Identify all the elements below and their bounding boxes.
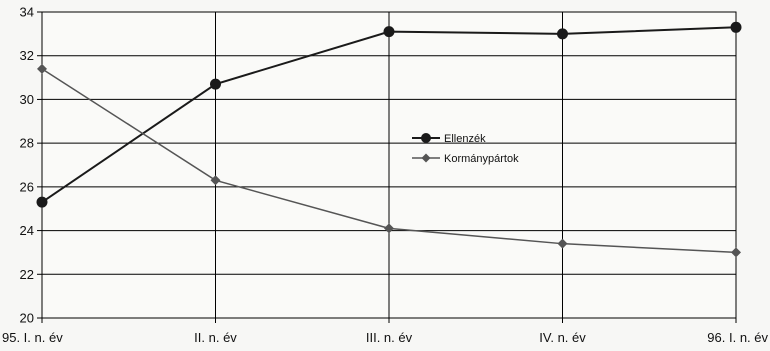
data-point <box>36 196 48 208</box>
data-point <box>384 223 394 234</box>
data-point <box>210 78 221 90</box>
x-axis-ticks: 95. I. n. év II. n. év III. n. év IV. n. év… <box>2 318 768 345</box>
data-point <box>210 175 221 186</box>
series-group <box>36 21 742 258</box>
y-tick-label: 30 <box>20 92 34 107</box>
gridlines <box>42 12 736 318</box>
data-point <box>557 28 568 40</box>
data-point <box>730 21 742 33</box>
x-tick-label: 96. I. n. év <box>707 330 768 345</box>
legend-label: Ellenzék <box>444 133 486 145</box>
legend-entry: Ellenzék <box>412 133 486 145</box>
legend-label: Kormánypártok <box>444 153 519 165</box>
legend: Ellenzék Kormánypártok <box>412 133 519 165</box>
x-tick-label: IV. n. év <box>539 330 586 345</box>
x-tick-label: II. n. év <box>194 330 237 345</box>
x-tick-label: 95. I. n. év <box>2 330 63 345</box>
legend-marker <box>421 153 431 163</box>
series-kormanypartok <box>37 63 741 258</box>
x-tick-label: III. n. év <box>366 330 413 345</box>
legend-entry: Kormánypártok <box>412 153 519 165</box>
y-tick-label: 24 <box>20 223 34 238</box>
data-point <box>383 26 395 38</box>
y-axis-ticks: 20 22 24 26 28 30 32 34 <box>20 5 42 326</box>
legend-marker <box>421 133 431 143</box>
y-tick-label: 20 <box>20 311 34 326</box>
y-tick-label: 26 <box>20 179 34 194</box>
y-tick-label: 28 <box>20 136 34 151</box>
y-tick-label: 34 <box>20 5 34 20</box>
y-tick-label: 22 <box>20 267 34 282</box>
data-point <box>731 247 741 258</box>
data-point <box>37 63 47 74</box>
y-tick-label: 32 <box>20 48 34 63</box>
series-ellenzek <box>36 21 742 208</box>
data-point <box>557 238 568 249</box>
